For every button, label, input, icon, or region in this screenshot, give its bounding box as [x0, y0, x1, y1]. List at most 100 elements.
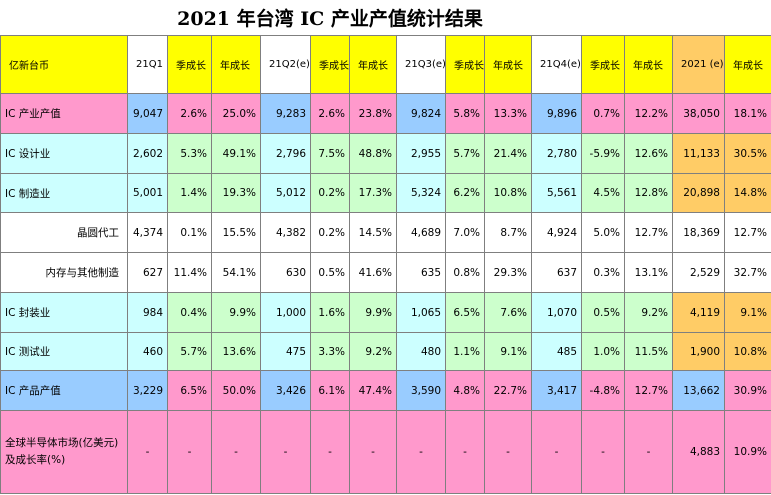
- cell: -4.8%: [581, 370, 625, 411]
- cell: 4,374: [127, 212, 168, 253]
- cell: 627: [127, 252, 168, 293]
- cell: 13.6%: [211, 332, 261, 371]
- cell: 9.1%: [484, 332, 532, 371]
- cell: 32.7%: [724, 252, 771, 293]
- table-row: 全球半导体市场(亿美元)及成长率(%) - - - - - - - - - - - -4,883 10.9…: [0, 410, 771, 494]
- header-cell: 21Q3(e): [396, 35, 446, 94]
- cell: 14.5%: [349, 212, 397, 253]
- header-cell: 年成长: [484, 35, 532, 94]
- cell: 20,898: [672, 173, 725, 213]
- cell: 2,602: [127, 133, 168, 174]
- header-cell: 季成长: [167, 35, 212, 94]
- cell: 2,796: [260, 133, 311, 174]
- cell: 10.9%: [724, 410, 771, 494]
- cell: -: [484, 410, 532, 494]
- cell: 11.4%: [167, 252, 212, 293]
- row-label: 全球半导体市场(亿美元)及成长率(%): [0, 410, 128, 494]
- cell: 0.3%: [581, 252, 625, 293]
- cell: 9,824: [396, 93, 446, 134]
- cell: 8.7%: [484, 212, 532, 253]
- header-cell: 季成长: [310, 35, 350, 94]
- cell: 21.4%: [484, 133, 532, 174]
- table-row: IC 制造业 5,001 1.4% 19.3% 5,012 0.2% 17.3% 5,324 6…: [0, 173, 771, 213]
- cell: 19.3%: [211, 173, 261, 213]
- cell: 7.5%: [310, 133, 350, 174]
- cell: 13.3%: [484, 93, 532, 134]
- cell: 9.2%: [349, 332, 397, 371]
- cell: 4,883: [672, 410, 725, 494]
- cell: 30.9%: [724, 370, 771, 411]
- cell: 635: [396, 252, 446, 293]
- cell: 4.8%: [445, 370, 485, 411]
- cell: 30.5%: [724, 133, 771, 174]
- cell: 22.7%: [484, 370, 532, 411]
- cell: 1,000: [260, 292, 311, 333]
- cell: -: [396, 410, 446, 494]
- cell: 630: [260, 252, 311, 293]
- row-label: IC 产业产值: [0, 93, 128, 134]
- cell: 0.7%: [581, 93, 625, 134]
- cell: 1,070: [531, 292, 582, 333]
- cell: 6.2%: [445, 173, 485, 213]
- table-row: IC 封装业 984 0.4% 9.9% 1,000 1.6% 9.9% 1,065 6.5% 7…: [0, 292, 771, 333]
- cell: 2.6%: [167, 93, 212, 134]
- header-cell: 21Q4(e): [531, 35, 582, 94]
- header-cell: 年成长: [211, 35, 261, 94]
- cell: 4.5%: [581, 173, 625, 213]
- row-label: IC 产品产值: [0, 370, 128, 411]
- cell: 25.0%: [211, 93, 261, 134]
- cell: 6.1%: [310, 370, 350, 411]
- table-row: IC 产业产值 9,047 2.6% 25.0% 9,283 2.6% 23.8% 9,824…: [0, 93, 771, 134]
- cell: 5.0%: [581, 212, 625, 253]
- cell: 49.1%: [211, 133, 261, 174]
- cell: -: [211, 410, 261, 494]
- cell: 11,133: [672, 133, 725, 174]
- table-row: 内存与其他制造 627 11.4% 54.1% 630 0.5% 41.6% 635 0.8% 2…: [0, 252, 771, 293]
- cell: 5,324: [396, 173, 446, 213]
- cell: 6.5%: [445, 292, 485, 333]
- cell: 1,900: [672, 332, 725, 371]
- row-label: IC 测试业: [0, 332, 128, 371]
- cell: 2,780: [531, 133, 582, 174]
- cell: 1.4%: [167, 173, 212, 213]
- header-cell: 亿新台币: [0, 35, 128, 94]
- cell: 9,047: [127, 93, 168, 134]
- cell: 12.7%: [724, 212, 771, 253]
- cell: 3,426: [260, 370, 311, 411]
- cell: 10.8%: [484, 173, 532, 213]
- cell: 5,561: [531, 173, 582, 213]
- table-row: 晶圆代工 4,374 0.1% 15.5% 4,382 0.2% 14.5% 4,689 7.0…: [0, 212, 771, 253]
- header-cell: 季成长: [445, 35, 485, 94]
- cell: 485: [531, 332, 582, 371]
- cell: 48.8%: [349, 133, 397, 174]
- cell: 3.3%: [310, 332, 350, 371]
- cell: 0.4%: [167, 292, 212, 333]
- cell: 12.6%: [624, 133, 673, 174]
- cell: 12.2%: [624, 93, 673, 134]
- cell: -: [260, 410, 311, 494]
- cell: 5,001: [127, 173, 168, 213]
- cell: 7.0%: [445, 212, 485, 253]
- cell: 3,590: [396, 370, 446, 411]
- header-cell: 2021 (e): [672, 35, 725, 94]
- cell: 9.9%: [349, 292, 397, 333]
- cell: 0.5%: [581, 292, 625, 333]
- cell: 1.1%: [445, 332, 485, 371]
- cell: 0.2%: [310, 173, 350, 213]
- cell: 17.3%: [349, 173, 397, 213]
- cell: 460: [127, 332, 168, 371]
- cell: 13,662: [672, 370, 725, 411]
- cell: 4,924: [531, 212, 582, 253]
- cell: 0.2%: [310, 212, 350, 253]
- cell: 5.8%: [445, 93, 485, 134]
- cell: 1.0%: [581, 332, 625, 371]
- cell: 11.5%: [624, 332, 673, 371]
- cell: 13.1%: [624, 252, 673, 293]
- cell: 23.8%: [349, 93, 397, 134]
- cell: 9,896: [531, 93, 582, 134]
- cell: 41.6%: [349, 252, 397, 293]
- cell: 5.7%: [445, 133, 485, 174]
- table-row: IC 产品产值 3,229 6.5% 50.0% 3,426 6.1% 47.4% 3,590…: [0, 370, 771, 411]
- row-label: 内存与其他制造: [0, 252, 128, 293]
